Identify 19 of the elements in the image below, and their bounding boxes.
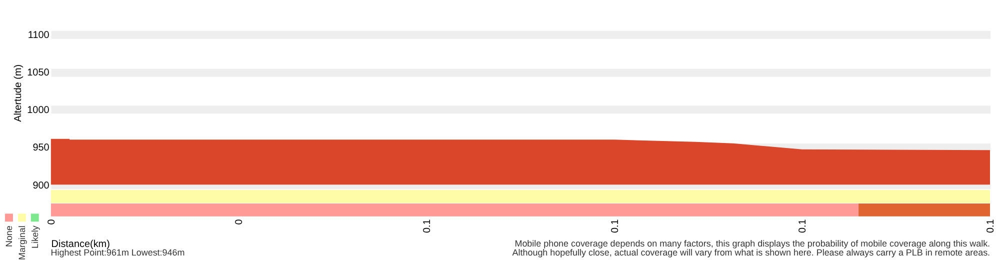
x-axis-title: Distance(km) xyxy=(51,239,110,250)
y-tick-label: 900 xyxy=(32,180,50,192)
legend-label: Likely xyxy=(30,225,40,249)
text: Although hopefully close, actual coverage will vary from what is shown here. Please always carry a PLB in remote areas. xyxy=(512,248,990,258)
y-tick-label: 1100 xyxy=(28,30,50,41)
x-tick-label: 0.1 xyxy=(610,218,621,233)
text: Mobile phone coverage depends on many factors, this graph displays the probability of mobile coverage along this walk. xyxy=(514,238,990,249)
legend-label: None xyxy=(4,226,14,248)
y-tick-label: 1000 xyxy=(27,105,50,116)
x-tick-label: 0.1 xyxy=(422,218,433,233)
y-tick-label: 950 xyxy=(32,142,50,154)
text: Highest Point:961m Lowest:946m xyxy=(50,248,185,258)
y-tick-label: 1050 xyxy=(27,67,50,78)
x-tick-label: 0.1 xyxy=(798,218,809,233)
x-tick-label: 0 xyxy=(46,218,58,225)
x-tick-label: 0.1 xyxy=(986,218,997,233)
x-tick-label: 0 xyxy=(234,218,246,225)
legend-label: Marginal xyxy=(16,226,27,260)
y-axis-title: Altertude (m) xyxy=(13,64,24,122)
